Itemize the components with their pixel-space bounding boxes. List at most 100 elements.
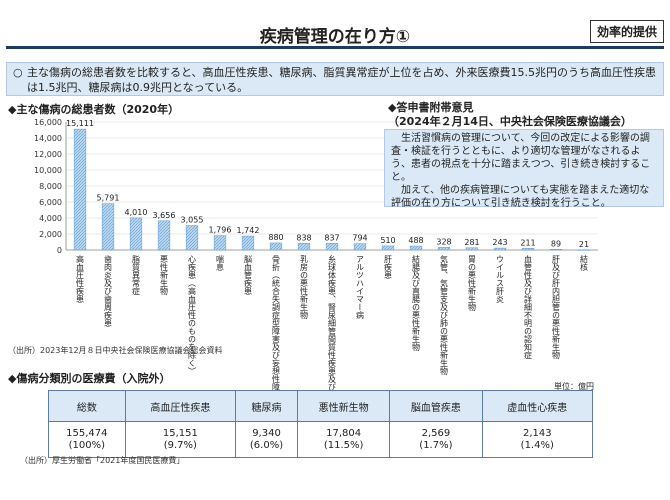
cost-share: (1.7%)	[419, 439, 453, 451]
bar	[241, 235, 255, 251]
bar-value-label: 838	[296, 233, 311, 242]
bar	[185, 225, 199, 251]
note-paragraph-2: 加えて、他の疾病管理についても実態を踏まえた適切な評価の在り方について引き続き検…	[391, 185, 650, 209]
y-tick-label: 2,000	[39, 230, 62, 239]
category-label: 乳房の悪性新生物	[300, 254, 309, 320]
bar	[213, 235, 227, 251]
category-label: 骨折（統合失調症型障害及び妄想性障害）	[272, 255, 281, 407]
note-paragraph-1: 生活習慣病の管理について、今回の改定による影響の調査・検証を行うとともに、より適…	[391, 133, 651, 183]
cost-share: (100%)	[68, 439, 106, 451]
cost-header: 悪性新生物	[296, 390, 391, 422]
cost-cell: 9,340 (6.0%)	[235, 421, 298, 458]
cost-header: 脳血管疾患	[389, 390, 483, 422]
cost-table-unit: 単位：億円	[554, 382, 594, 391]
category-label: 歯肉炎及び歯周疾患	[104, 254, 113, 327]
summary-text: 主な傷病の総患者数を比較すると、高血圧性疾患、糖尿病、脂質異常症が上位を占め、外…	[27, 66, 657, 94]
chart-title: ◆主な傷病の総患者数（2020年）	[8, 103, 180, 116]
y-tick-label: 14,000	[34, 134, 62, 143]
bar-value-label: 3,656	[153, 211, 176, 220]
category-label: 胃の悪性新生物	[468, 255, 477, 312]
bar	[465, 247, 479, 251]
bar-value-label: 837	[324, 233, 339, 242]
cost-header: 糖尿病	[235, 390, 298, 422]
bar	[325, 243, 339, 251]
y-tick-label: 6,000	[39, 198, 62, 207]
note-box: 生活習慣病の管理について、今回の改定による影響の調査・検証を行うとともに、より適…	[384, 129, 664, 209]
y-tick-label: 16,000	[34, 118, 62, 127]
bar	[129, 217, 143, 251]
cost-table-source: （出所）厚生労働省「2021年度国民医療費」	[20, 456, 185, 465]
bar-value-label: 281	[464, 238, 479, 247]
category-label: 喘息	[216, 254, 225, 271]
cost-cell: 2,143 (1.4%)	[481, 421, 594, 458]
bar	[381, 245, 395, 251]
note-title: ◆答申書附帯意見 （2024年２月14日、中央社会保険医療協議会）	[388, 101, 632, 129]
bar	[269, 242, 283, 251]
cost-share: (6.0%)	[249, 439, 284, 451]
cost-header: 高血圧性疾患	[124, 390, 237, 422]
category-label: 脂質異常症	[132, 254, 141, 296]
category-label: 心疾患（高血圧性のものを除く）	[188, 255, 197, 375]
chart-source: （出所）2023年12月８日中央社会保険医療協議会総会資料	[8, 346, 223, 355]
bar-value-label: 3,055	[181, 216, 204, 225]
y-tick-label: 10,000	[34, 166, 62, 175]
bar-value-label: 89	[551, 239, 561, 248]
category-label: 肝疾患	[384, 255, 393, 279]
bar	[521, 248, 535, 251]
bar	[73, 128, 87, 251]
bar-value-label: 21	[579, 240, 589, 249]
cost-share: (9.7%)	[163, 439, 197, 451]
bar-value-label: 15,111	[66, 119, 94, 128]
cost-cell: 2,569 (1.7%)	[389, 421, 483, 458]
cost-value: 17,804	[326, 427, 362, 439]
bar	[157, 220, 171, 251]
bar	[437, 247, 451, 251]
summary-bullet: ○	[13, 66, 23, 79]
cost-table-header-row: 総数 高血圧性疾患 糖尿病 悪性新生物 脳血管疾患 虚血性心疾患	[48, 390, 594, 422]
cost-share: (11.5%)	[323, 439, 364, 451]
category-badge: 効率的提供	[589, 20, 664, 43]
cost-value: 2,143	[522, 427, 552, 439]
cost-value: 9,340	[252, 427, 281, 439]
category-label: ウイルス肝炎	[496, 255, 505, 303]
bar-value-label: 794	[352, 234, 367, 243]
category-label: 結腸及び直腸の悪性新生物	[412, 254, 421, 352]
cost-value: 2,569	[421, 427, 451, 439]
bar	[493, 247, 507, 251]
bar	[577, 249, 591, 251]
bar	[297, 243, 311, 251]
category-label: 気管、気管支及び肺の悪性新生物	[440, 254, 449, 376]
bar-value-label: 211	[520, 238, 535, 247]
cost-table-value-row: 155,474 (100%) 15,151 (9.7%) 9,340 (6.0%) 1…	[48, 421, 594, 458]
cost-share: (1.4%)	[520, 439, 554, 451]
bar-value-label: 510	[380, 236, 395, 245]
note-title-line2: （2024年２月14日、中央社会保険医療協議会）	[388, 115, 632, 128]
cost-header: 虚血性心疾患	[481, 390, 594, 422]
y-tick-label: 0	[57, 246, 62, 255]
category-label: 脳血管疾患	[244, 254, 253, 295]
bar-value-label: 1,742	[237, 226, 260, 235]
y-tick-label: 8,000	[39, 182, 62, 191]
bar-value-label: 243	[492, 238, 507, 247]
bar	[549, 249, 563, 251]
bar-value-label: 328	[436, 237, 451, 246]
bar	[409, 245, 423, 251]
category-label: アルツハイマー病	[356, 255, 365, 320]
category-label: 血管性及び詳細不明の認知症	[524, 254, 533, 360]
page-title: 疾病管理の在り方①	[259, 27, 411, 47]
cost-table: 総数 高血圧性疾患 糖尿病 悪性新生物 脳血管疾患 虚血性心疾患 155,474…	[48, 390, 594, 458]
summary-box: ○ 主な傷病の総患者数を比較すると、高血圧性疾患、糖尿病、脂質異常症が上位を占め…	[6, 62, 664, 96]
y-tick-label: 12,000	[34, 150, 62, 159]
cost-value: 155,474	[66, 427, 108, 439]
bar-value-label: 1,796	[209, 226, 232, 235]
category-label: 結核	[580, 254, 589, 272]
category-label: 肝及び肝内胆管の悪性新生物	[552, 255, 561, 360]
bar-value-label: 4,010	[125, 208, 148, 217]
bar	[353, 243, 367, 251]
cost-header: 総数	[48, 390, 126, 422]
bar-value-label: 5,791	[97, 194, 120, 203]
cost-table-title: ◆傷病分類別の医療費（入院外）	[8, 372, 171, 385]
title-divider	[6, 46, 664, 49]
bar-value-label: 488	[408, 236, 423, 245]
cost-cell: 15,151 (9.7%)	[124, 421, 237, 458]
